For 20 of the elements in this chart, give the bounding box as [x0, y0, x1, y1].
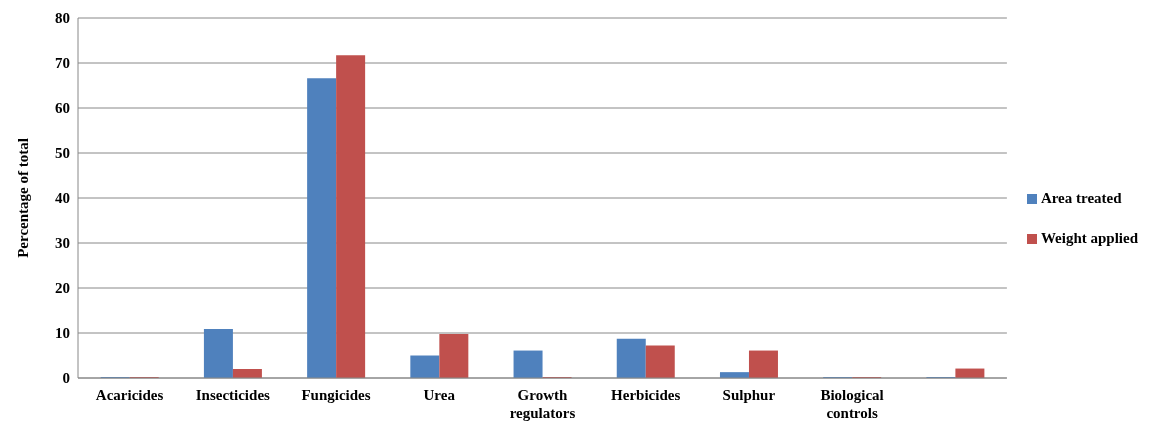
y-tick-label: 0: [62, 370, 70, 387]
y-tick-label: 60: [55, 100, 70, 117]
y-tick-label: 40: [55, 190, 70, 207]
y-tick-label: 10: [55, 325, 70, 342]
x-tick-label: Herbicides: [611, 387, 681, 403]
x-tick-label: Growth regulators: [509, 387, 576, 421]
y-tick-label: 80: [55, 10, 70, 27]
y-axis-title: Percentage of total: [15, 138, 32, 258]
x-tick-label: Sulphur: [722, 387, 776, 403]
legend-label: Weight applied: [1040, 230, 1138, 246]
y-tick-label: 30: [55, 235, 70, 252]
x-tick-label: Fungicides: [301, 387, 371, 403]
y-tick-label: 20: [55, 280, 70, 297]
x-tick-label: Insecticides: [195, 387, 271, 403]
x-tick-label: Urea: [423, 387, 456, 403]
x-tick-label: Biological controls: [820, 387, 884, 421]
legend-label: Area treated: [1040, 190, 1122, 206]
x-tick-label: Acaricides: [95, 387, 164, 403]
y-tick-label: 50: [55, 145, 70, 162]
y-tick-label: 70: [55, 55, 70, 72]
